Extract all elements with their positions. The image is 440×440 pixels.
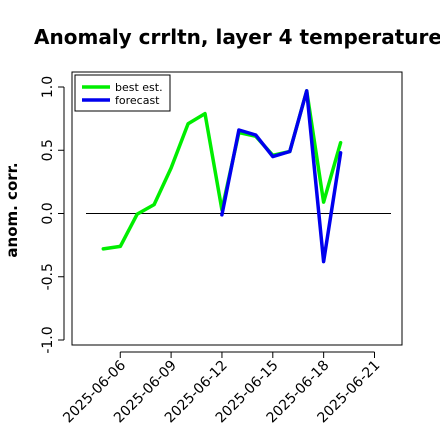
legend-label-forecast: forecast	[115, 94, 160, 107]
y-tick-label: 0.5	[40, 139, 56, 161]
plot-frame	[71, 71, 403, 346]
chart-title: Anomaly crrltn, layer 4 temperature	[34, 25, 440, 49]
y-tick-label: -1.0	[40, 326, 56, 353]
y-axis-label: anom. corr.	[3, 162, 21, 257]
y-tick-label: -0.5	[40, 263, 56, 290]
legend-box	[74, 74, 171, 112]
y-tick-label: 1.0	[40, 76, 56, 98]
y-tick-label: 0.0	[40, 202, 56, 224]
legend-label-best-est: best est.	[115, 81, 163, 94]
series-line-best-est	[101, 89, 343, 251]
series-line-forecast	[220, 89, 343, 264]
